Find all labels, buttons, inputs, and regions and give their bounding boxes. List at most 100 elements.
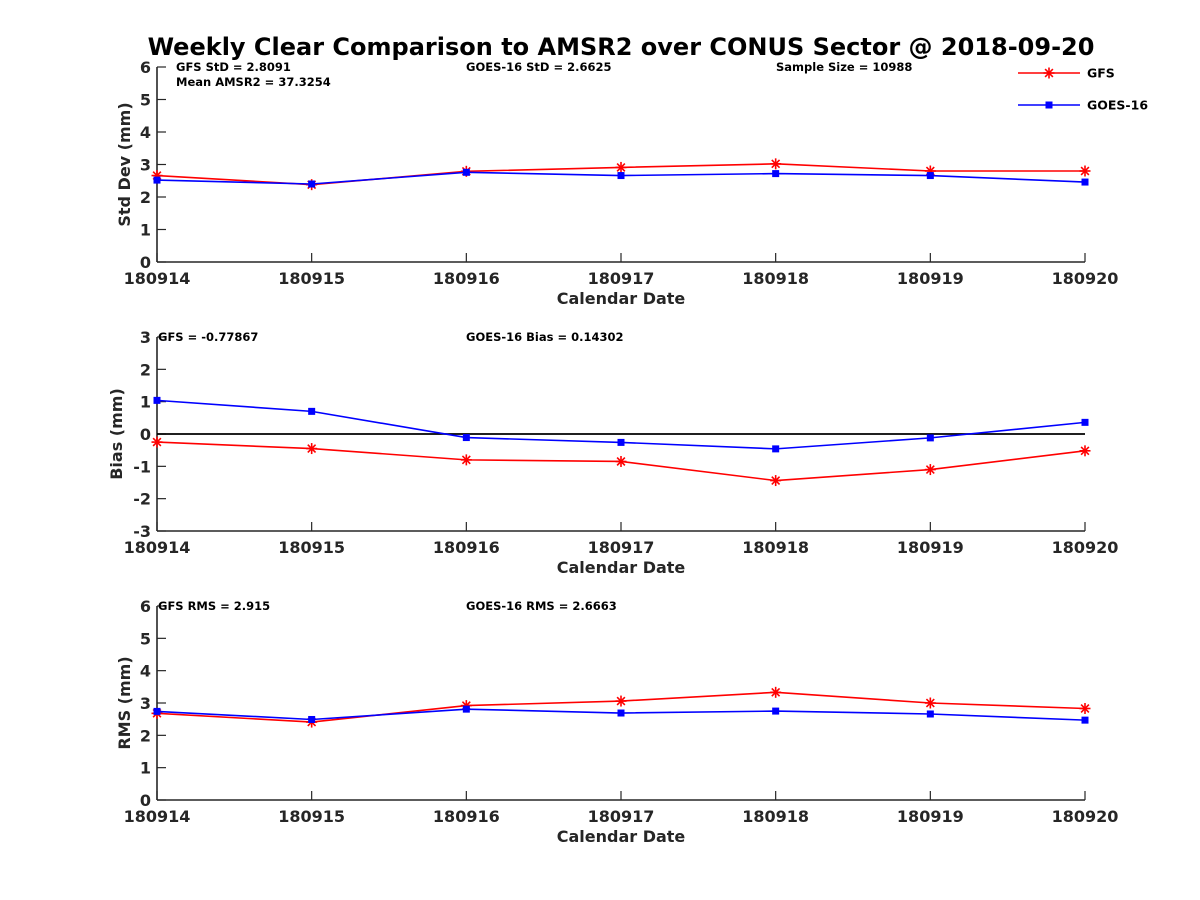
marker-asterisk — [924, 697, 936, 709]
y-tick-label: 2 — [140, 360, 151, 379]
y-axis-label: Std Dev (mm) — [115, 102, 134, 226]
data-point — [615, 695, 627, 707]
x-axis-label: Calendar Date — [557, 827, 686, 846]
data-point — [770, 158, 782, 170]
y-axis-label: RMS (mm) — [115, 656, 134, 749]
data-point — [460, 454, 472, 466]
marker-square — [1081, 418, 1089, 426]
x-tick-label: 180914 — [124, 807, 191, 826]
data-point — [153, 396, 161, 404]
data-point — [772, 445, 780, 453]
x-tick-label: 180919 — [897, 538, 964, 557]
data-point — [926, 172, 934, 180]
data-point — [772, 707, 780, 715]
x-axis-label: Calendar Date — [557, 558, 686, 577]
x-tick-label: 180916 — [433, 269, 500, 288]
x-axis-label: Calendar Date — [557, 289, 686, 308]
y-tick-label: 6 — [140, 58, 151, 77]
x-tick-label: 180919 — [897, 269, 964, 288]
x-tick-label: 180918 — [742, 269, 809, 288]
data-point — [772, 170, 780, 178]
data-point — [770, 475, 782, 487]
marker-square — [617, 438, 625, 446]
marker-asterisk — [770, 158, 782, 170]
panel-rms: 0 1 2 3 4 5 6 180914 180915 180916 180917 180918 180… — [115, 597, 1118, 846]
legend-marker-goes16 — [1045, 101, 1053, 109]
y-tick-label: 1 — [140, 221, 151, 240]
legend-label-goes16: GOES-16 — [1087, 98, 1148, 113]
marker-asterisk — [1079, 445, 1091, 457]
x-tick-label: 180917 — [588, 269, 655, 288]
legend-entry-goes16: GOES-16 — [1018, 98, 1148, 113]
x-tick-label: 180915 — [278, 807, 345, 826]
marker-asterisk — [1043, 67, 1055, 79]
data-point — [462, 434, 470, 442]
marker-square — [617, 709, 625, 717]
data-point — [306, 443, 318, 455]
data-point — [1081, 178, 1089, 186]
marker-square — [1045, 101, 1053, 109]
x-tick-label: 180914 — [124, 538, 191, 557]
data-point — [926, 434, 934, 442]
data-point — [615, 161, 627, 173]
y-tick-label: 3 — [140, 156, 151, 175]
data-point — [308, 715, 316, 723]
marker-asterisk — [1079, 165, 1091, 177]
marker-square — [772, 445, 780, 453]
x-tick-label: 180918 — [742, 807, 809, 826]
panel-stddev: 0 1 2 3 4 5 6 180914 180915 180916 180917 180918 180… — [115, 58, 1118, 308]
data-point — [462, 168, 470, 176]
y-tick-label: 3 — [140, 694, 151, 713]
data-point — [617, 709, 625, 717]
marker-asterisk — [306, 443, 318, 455]
x-tick-label: 180916 — [433, 538, 500, 557]
marker-square — [1081, 716, 1089, 724]
legend: GFS GOES-16 — [1018, 66, 1148, 113]
x-tick-label: 180917 — [588, 538, 655, 557]
marker-square — [308, 407, 316, 415]
marker-asterisk — [924, 464, 936, 476]
x-tick-label: 180914 — [124, 269, 191, 288]
panel-bias: -3 -2 -1 0 1 2 3 180914 180915 180916 180917 180918… — [107, 328, 1118, 577]
x-tick-label: 180919 — [897, 807, 964, 826]
data-point — [308, 407, 316, 415]
x-tick-label: 180920 — [1052, 807, 1119, 826]
x-tick-label: 180915 — [278, 269, 345, 288]
data-point — [308, 180, 316, 188]
x-tick-label: 180915 — [278, 538, 345, 557]
marker-square — [462, 434, 470, 442]
marker-asterisk — [615, 695, 627, 707]
y-tick-label: 5 — [140, 91, 151, 110]
marker-square — [617, 172, 625, 180]
figure-title: Weekly Clear Comparison to AMSR2 over CO… — [148, 33, 1095, 61]
y-tick-label: 6 — [140, 597, 151, 616]
x-tick-label: 180916 — [433, 807, 500, 826]
marker-square — [308, 180, 316, 188]
y-tick-label: 0 — [140, 253, 151, 272]
marker-asterisk — [770, 475, 782, 487]
marker-asterisk — [615, 455, 627, 467]
data-point — [926, 710, 934, 718]
data-point — [615, 455, 627, 467]
series-gfs — [151, 436, 1091, 487]
y-tick-label: 2 — [140, 188, 151, 207]
stat-annotation: GOES-16 StD = 2.6625 — [466, 60, 611, 74]
y-tick-label: -1 — [133, 457, 151, 476]
y-tick-label: 5 — [140, 629, 151, 648]
stat-annotation: Sample Size = 10988 — [776, 60, 912, 74]
data-point — [153, 176, 161, 184]
y-tick-label: 1 — [140, 759, 151, 778]
marker-square — [1081, 178, 1089, 186]
y-tick-label: 3 — [140, 328, 151, 347]
legend-label-gfs: GFS — [1087, 66, 1115, 81]
marker-asterisk — [770, 686, 782, 698]
data-point — [924, 697, 936, 709]
y-tick-label: 1 — [140, 393, 151, 412]
marker-asterisk — [151, 436, 163, 448]
series-gfs — [151, 686, 1091, 728]
x-tick-label: 180920 — [1052, 269, 1119, 288]
series-goes16 — [153, 168, 1089, 188]
data-point — [770, 686, 782, 698]
x-tick-label: 180920 — [1052, 538, 1119, 557]
